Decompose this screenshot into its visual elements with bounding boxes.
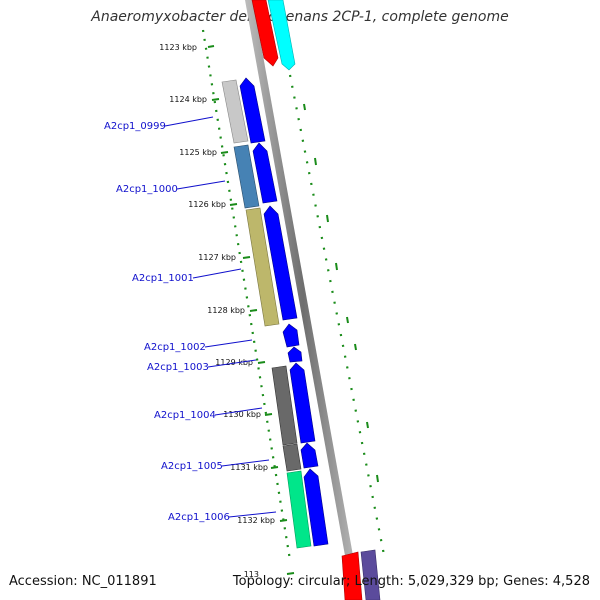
gene-label-0999[interactable]: A2cp1_0999 bbox=[104, 121, 166, 132]
cog-bar-1000[interactable] bbox=[233, 144, 260, 209]
tick-label-113: 113 bbox=[244, 570, 259, 579]
gene-label-1001[interactable]: A2cp1_1001 bbox=[132, 273, 194, 284]
gene-label-1004[interactable]: A2cp1_1004 bbox=[154, 410, 216, 421]
red-feature-bottom[interactable] bbox=[341, 551, 363, 600]
label-leaders bbox=[164, 116, 277, 518]
tick-label-1128: 1128 kbp bbox=[207, 306, 245, 315]
cds-arrows bbox=[239, 77, 329, 547]
tick-label-1129: 1129 kbp bbox=[215, 358, 253, 367]
tick-label-1130: 1130 kbp bbox=[223, 410, 261, 419]
cds-arrow-1006[interactable] bbox=[303, 468, 329, 547]
gene-label-1003[interactable]: A2cp1_1003 bbox=[147, 362, 209, 373]
accession-text: Accession: NC_011891 bbox=[9, 574, 157, 589]
cyan-feature-top[interactable] bbox=[267, 0, 296, 71]
cog-bar-1004[interactable] bbox=[271, 365, 298, 446]
cog-bar-1006[interactable] bbox=[286, 470, 312, 549]
gc-right-marks bbox=[303, 103, 379, 483]
tick-label-1131: 1131 kbp bbox=[230, 463, 268, 472]
cds-arrow-1004[interactable] bbox=[289, 362, 316, 444]
tick-label-1126: 1126 kbp bbox=[188, 200, 226, 209]
genome-backbone bbox=[245, 0, 361, 600]
gene-label-1002[interactable]: A2cp1_1002 bbox=[144, 342, 206, 353]
cds-arrow-0999[interactable] bbox=[239, 77, 266, 144]
red-feature-top[interactable] bbox=[251, 0, 279, 67]
tick-label-1124: 1124 kbp bbox=[169, 95, 207, 104]
cog-bars bbox=[221, 79, 312, 549]
cds-arrow-1002[interactable] bbox=[282, 323, 300, 348]
cds-arrow-1003[interactable] bbox=[287, 346, 303, 363]
tick-label-1127: 1127 kbp bbox=[198, 253, 236, 262]
gene-label-1006[interactable]: A2cp1_1006 bbox=[168, 512, 230, 523]
cds-arrow-1000[interactable] bbox=[252, 142, 278, 204]
tick-marks bbox=[207, 45, 295, 575]
cog-bar-1005[interactable] bbox=[282, 443, 302, 472]
cds-arrow-1005[interactable] bbox=[300, 442, 319, 469]
tick-label-1123: 1123 kbp bbox=[159, 43, 197, 52]
tick-label-1125: 1125 kbp bbox=[179, 148, 217, 157]
genome-summary-text: Topology: circular; Length: 5,029,329 bp… bbox=[232, 574, 590, 589]
gene-label-1005[interactable]: A2cp1_1005 bbox=[161, 461, 223, 472]
purple-feature-bottom[interactable] bbox=[360, 549, 381, 600]
tick-label-1132: 1132 kbp bbox=[237, 516, 275, 525]
map-title: Anaeromyxobacter dehalogenans 2CP-1, com… bbox=[91, 9, 509, 25]
cog-bar-1001[interactable] bbox=[245, 207, 280, 327]
cds-arrow-1001[interactable] bbox=[263, 205, 298, 321]
gene-label-1000[interactable]: A2cp1_1000 bbox=[116, 184, 178, 195]
cog-bar-0999[interactable] bbox=[221, 79, 249, 144]
